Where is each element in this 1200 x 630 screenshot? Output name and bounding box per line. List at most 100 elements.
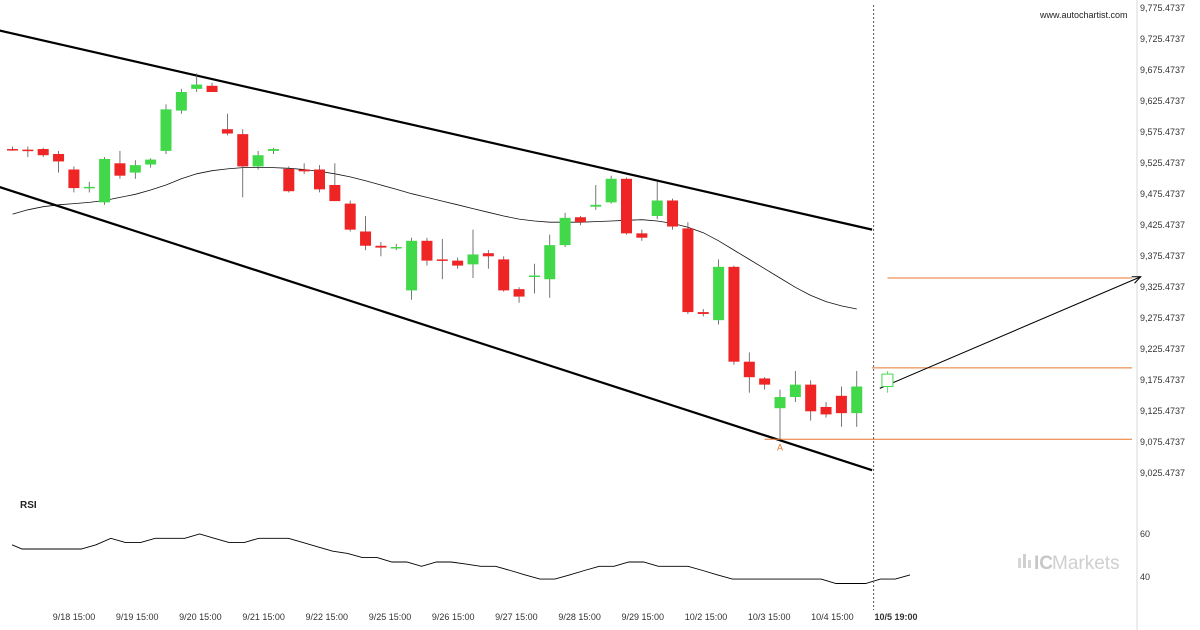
candle-body <box>145 159 157 165</box>
time-tick-label: 10/4 15:00 <box>811 612 854 622</box>
candle-body <box>221 129 233 134</box>
candle-body <box>114 163 126 176</box>
candle <box>452 257 464 269</box>
candle-body <box>344 203 356 230</box>
candle <box>221 113 233 136</box>
logo-bar-icon <box>1018 558 1021 568</box>
candle <box>7 146 18 151</box>
candle <box>237 129 249 198</box>
candle <box>528 263 540 294</box>
price-tick-label: 9,625.4737 <box>1140 96 1185 106</box>
price-tick-label: 9,675.4737 <box>1140 65 1185 75</box>
candle-body <box>667 200 679 227</box>
candle-body <box>298 169 310 172</box>
candle <box>482 250 494 269</box>
candle-body <box>406 240 418 291</box>
candle <box>713 259 725 325</box>
price-tick-label: 9,275.4737 <box>1140 313 1185 323</box>
price-tick-label: 9,575.4737 <box>1140 127 1185 137</box>
candle <box>53 150 65 173</box>
candle-body <box>881 373 894 387</box>
rsi-title: RSI <box>20 500 37 511</box>
rsi-panel: RSI 60 40 <box>11 500 1150 584</box>
candle-body <box>851 386 863 414</box>
candle-body <box>528 275 540 278</box>
candle-body <box>22 149 34 152</box>
candle <box>697 308 709 317</box>
logo-bar-icon <box>1028 560 1031 568</box>
candle <box>467 229 479 278</box>
candle-body <box>805 384 817 412</box>
candle <box>774 389 786 440</box>
candle <box>574 215 586 226</box>
candle-body <box>267 149 279 151</box>
price-tick-label: 9,175.4737 <box>1140 375 1185 385</box>
candle-body <box>436 259 448 261</box>
price-tick-label: 9,775.4737 <box>1140 3 1185 13</box>
candle <box>37 147 49 158</box>
candle-body <box>636 233 648 238</box>
price-tick-label: 9,425.4737 <box>1140 220 1185 230</box>
price-tick-label: 9,725.4737 <box>1140 34 1185 44</box>
projection-arrow-head <box>1131 276 1142 284</box>
candle <box>252 150 264 170</box>
time-tick-label: 9/21 15:00 <box>242 612 285 622</box>
candle <box>68 166 80 193</box>
candle <box>22 146 34 158</box>
candle-body <box>37 149 49 156</box>
candle <box>145 158 157 168</box>
trend-line-upper <box>0 29 873 231</box>
candle-body <box>314 169 325 190</box>
candle-body <box>467 254 479 265</box>
candle <box>621 177 632 235</box>
candle-body <box>283 168 295 192</box>
time-tick-label: 9/19 15:00 <box>116 612 159 622</box>
price-tick-label: 9,375.4737 <box>1140 251 1185 261</box>
candle <box>851 370 863 427</box>
candle <box>99 157 111 205</box>
time-tick-label: 9/29 15:00 <box>622 612 665 622</box>
candle-body <box>482 253 494 257</box>
candle <box>206 82 218 92</box>
candle <box>559 212 571 247</box>
candle <box>160 104 172 154</box>
candle-body <box>605 178 617 203</box>
time-tick-label: 9/27 15:00 <box>495 612 538 622</box>
time-tick-label: 9/22 15:00 <box>306 612 349 622</box>
candle <box>651 181 663 220</box>
projection-arrow-line <box>879 276 1141 389</box>
trend-lines-layer <box>0 29 873 472</box>
candle <box>129 160 141 179</box>
candle <box>406 237 418 300</box>
candle-body <box>590 204 602 207</box>
price-tick-label: 9,525.4737 <box>1140 158 1185 168</box>
price-tick-label: 9,325.4737 <box>1140 282 1185 292</box>
candle <box>298 163 310 174</box>
candle <box>590 184 602 210</box>
brand-logo: IC Markets <box>1018 553 1120 574</box>
rsi-tick-label: 60 <box>1140 529 1150 539</box>
candle-body <box>835 395 847 414</box>
price-tick-label: 9,025.4737 <box>1140 468 1185 478</box>
candle <box>267 147 279 154</box>
candle-body <box>621 178 632 234</box>
candle <box>805 380 817 421</box>
candle-body <box>682 228 694 313</box>
candle <box>114 150 126 179</box>
candle-body <box>759 378 771 385</box>
candle-body <box>697 312 709 314</box>
candle <box>83 181 95 193</box>
candle-body <box>206 85 218 92</box>
candle-body <box>559 217 571 246</box>
candle <box>544 234 556 298</box>
candle-body <box>390 246 402 249</box>
candle-body <box>83 186 95 189</box>
rsi-line <box>11 533 911 584</box>
candle <box>421 237 433 266</box>
candle <box>175 88 187 114</box>
candle-body <box>574 217 586 223</box>
candle-body <box>129 165 141 173</box>
time-tick-label: 9/26 15:00 <box>432 612 475 622</box>
logo-bar-icon <box>1023 554 1026 568</box>
candle-body <box>252 155 264 167</box>
